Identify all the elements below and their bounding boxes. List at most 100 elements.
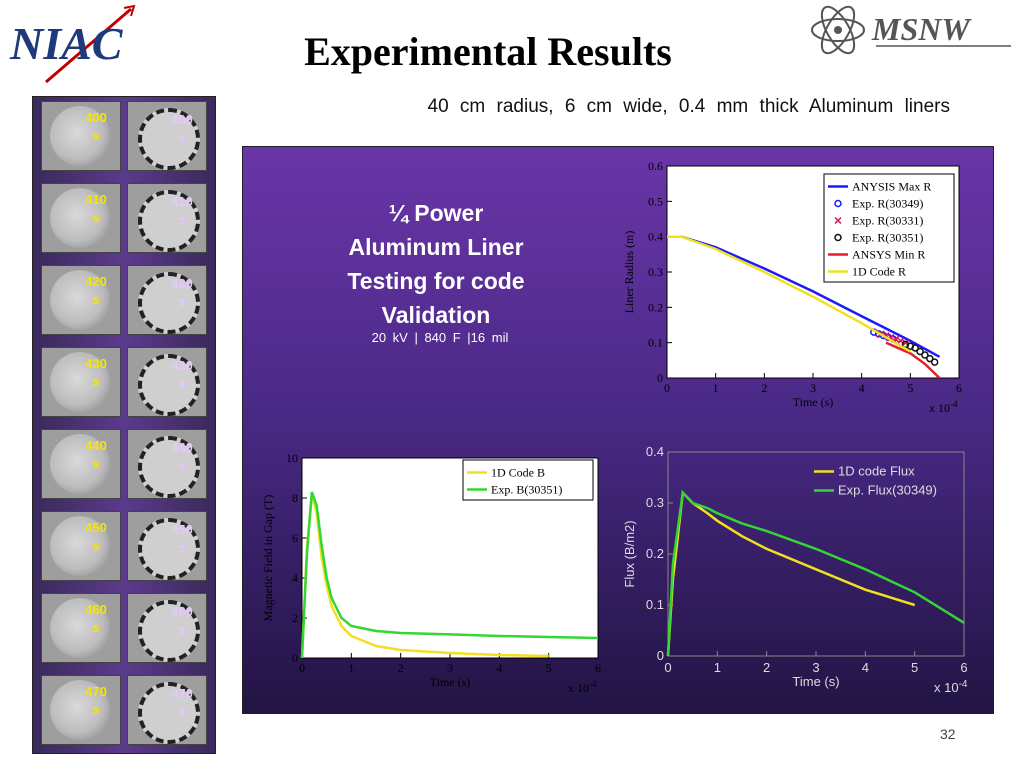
frame-time-label: 410 s <box>171 194 193 227</box>
x-tick-label: 5 <box>907 381 913 395</box>
liner-photo-raw <box>41 101 121 171</box>
liner-photo-processed <box>127 265 207 335</box>
y-tick-label: 0.6 <box>648 159 663 173</box>
x-axis-label: Time (s) <box>792 674 839 689</box>
liner-photo-processed <box>127 593 207 663</box>
frame-time-label: 430 s <box>85 356 107 389</box>
y-axis-label: Flux (B/m2) <box>622 520 637 587</box>
y-tick-label: 0.1 <box>646 597 664 612</box>
x-tick-label: 3 <box>810 381 816 395</box>
frame-time-label: 440 s <box>85 438 107 471</box>
y-tick-label: 0.4 <box>646 444 664 459</box>
liner-photo-raw <box>41 593 121 663</box>
data-point <box>921 351 929 359</box>
x-tick-label: 5 <box>911 660 918 675</box>
x-tick-label: 4 <box>496 661 502 675</box>
frame-time-label: 470 s <box>171 686 193 719</box>
x-multiplier-label: x 10-4 <box>929 399 958 415</box>
x-tick-label: 5 <box>546 661 552 675</box>
y-tick-label: 0.2 <box>648 300 663 314</box>
y-axis-label: Magnetic Field in Gap (T) <box>261 495 275 622</box>
x-tick-label: 0 <box>664 381 670 395</box>
liner-photo-raw <box>41 265 121 335</box>
msnw-logo: MSNW <box>811 5 1011 55</box>
niac-logo: NIAC <box>9 4 136 84</box>
y-tick-label: 0 <box>657 371 663 385</box>
liner-photo-processed <box>127 511 207 581</box>
liner-photo-processed <box>127 429 207 499</box>
y-tick-label: 0.2 <box>646 546 664 561</box>
liner-photo-processed <box>127 183 207 253</box>
x-tick-label: 0 <box>299 661 305 675</box>
test-specs: 20 kV | 840 F |16 mil <box>371 330 509 345</box>
legend-box <box>462 459 594 501</box>
x-tick-label: 2 <box>761 381 767 395</box>
frame-time-label: 410 s <box>85 192 107 225</box>
frame-time-label: 420 s <box>85 274 107 307</box>
data-point <box>926 354 934 363</box>
frame-time-label: 420 s <box>171 276 193 309</box>
series-line <box>667 235 911 353</box>
panel-heading-line: Testing for code <box>347 268 525 294</box>
data-point <box>911 344 919 352</box>
legend-swatch <box>834 216 842 225</box>
x-tick-label: 1 <box>348 661 354 675</box>
y-tick-label: 2 <box>292 611 298 625</box>
legend-entry: ANSYS Min R <box>852 248 925 262</box>
y-tick-label: 0.5 <box>648 194 663 208</box>
frame-time-label: 460 s <box>171 604 193 637</box>
legend-entry: 1D Code R <box>852 265 906 279</box>
y-tick-label: 0.1 <box>648 336 663 350</box>
frame-time-label: 450 s <box>85 520 107 553</box>
liner-photo-raw <box>41 347 121 417</box>
frame-time-label: 440 s <box>171 440 193 473</box>
x-tick-label: 2 <box>763 660 770 675</box>
legend-entry: Exp. R(30331) <box>852 214 923 228</box>
series-line <box>666 490 965 657</box>
y-tick-label: 0 <box>292 651 298 665</box>
y-tick-label: 4 <box>292 571 298 585</box>
legend-box <box>823 173 955 283</box>
x-axis-label: Time (s) <box>430 675 471 689</box>
frame-time-label: 460 s <box>85 602 107 635</box>
panel-heading-line: Validation <box>381 302 491 328</box>
chart-flux: 0 1 2 3 4 5 6 0 0.1 0.2 0.3 0.4 Time (s) Flux (B/m2) x… <box>622 444 968 695</box>
x-tick-label: 1 <box>714 660 721 675</box>
liner-photo-raw <box>41 511 121 581</box>
y-tick-label: 6 <box>292 531 298 545</box>
liner-photo-raw <box>41 183 121 253</box>
legend-entry: Exp. Flux(30349) <box>838 483 937 498</box>
liner-photo-raw <box>41 429 121 499</box>
panel-heading-line: Aluminum Liner <box>348 234 524 260</box>
y-tick-label: 0 <box>657 648 664 663</box>
liner-photo-processed <box>127 675 207 745</box>
x-tick-label: 6 <box>595 661 601 675</box>
legend-entry: Exp. R(30349) <box>852 197 923 211</box>
x-tick-label: 6 <box>960 660 967 675</box>
legend-swatch <box>834 199 842 208</box>
data-point <box>930 358 939 366</box>
frame-time-label: 430 s <box>171 358 193 391</box>
panel-heading: ¼ Power Aluminum Liner Testing for code … <box>330 196 542 332</box>
x-tick-label: 4 <box>859 381 865 395</box>
chart-magnetic-field: 0 1 2 3 4 5 6 0 2 4 6 8 10 Time (s) Magnetic Field in … <box>261 451 601 695</box>
y-tick-label: 0.3 <box>646 495 664 510</box>
y-tick-label: 10 <box>286 451 298 465</box>
legend-entry: 1D Code B <box>491 466 545 480</box>
page-number: 32 <box>940 726 956 742</box>
y-tick-label: 0.4 <box>648 230 663 244</box>
liner-image-strip: 400 s 400 s 410 s 410 s 420 s 420 s 430 s 430 s 440 s 440 s… <box>32 96 216 754</box>
y-tick-label: 0.3 <box>648 265 663 279</box>
x-tick-label: 2 <box>398 661 404 675</box>
x-tick-label: 3 <box>447 661 453 675</box>
x-tick-label: 3 <box>812 660 819 675</box>
x-multiplier-label: x 10-4 <box>934 679 968 695</box>
liner-photo-raw <box>41 675 121 745</box>
x-tick-label: 4 <box>862 660 869 675</box>
niac-logo-text: NIAC <box>9 18 124 69</box>
msnw-logo-text: MSNW <box>871 11 972 47</box>
frame-time-label: 470 s <box>85 684 107 717</box>
legend-entry: 1D code Flux <box>838 464 915 479</box>
chart-liner-radius: 0 1 2 3 4 5 6 0 0.1 0.2 0.3 0.4 0.5 0.6 Time (s) Liner … <box>622 159 962 415</box>
page-title: Experimental Results <box>304 29 672 74</box>
